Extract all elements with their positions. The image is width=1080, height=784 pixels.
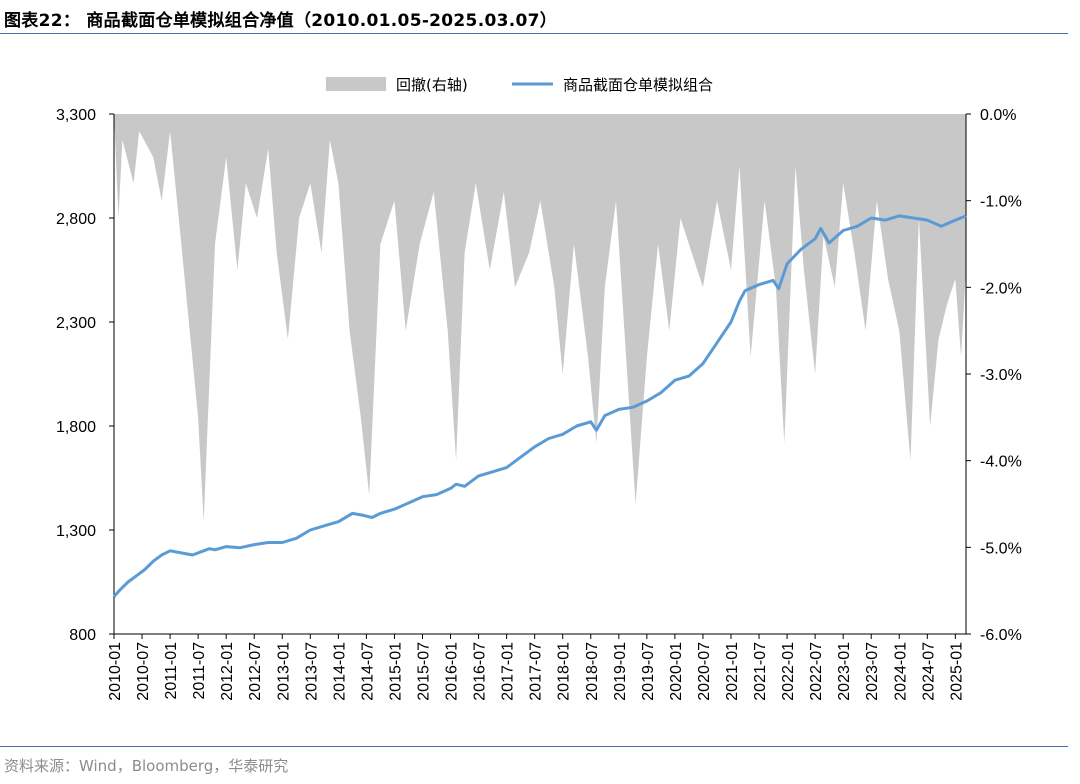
x-axis-tick-label: 2010-01 — [107, 642, 124, 701]
x-axis-tick-label: 2014-01 — [331, 642, 348, 701]
x-axis-tick-label: 2017-07 — [528, 642, 545, 701]
x-axis-tick-label: 2020-07 — [696, 642, 713, 701]
chart-title: 图表22： 商品截面仓单模拟组合净值（2010.01.05-2025.03.07… — [4, 11, 558, 31]
title-divider — [0, 33, 1068, 34]
x-axis-tick-label: 2023-01 — [836, 642, 853, 701]
left-axis-tick-label: 800 — [69, 627, 96, 644]
x-axis-tick-label: 2014-07 — [359, 642, 376, 701]
x-axis-tick-label: 2022-07 — [808, 642, 825, 701]
x-axis-tick-label: 2019-07 — [640, 642, 657, 701]
x-axis-tick-label: 2012-01 — [219, 642, 236, 701]
x-axis-tick-label: 2021-01 — [724, 642, 741, 701]
left-axis-tick-label: 1,800 — [56, 419, 96, 436]
x-axis-tick-label: 2021-07 — [752, 642, 769, 701]
left-axis-tick-label: 2,300 — [56, 315, 96, 332]
x-axis-tick-label: 2013-01 — [275, 642, 292, 701]
right-axis-tick-label: 0.0% — [980, 107, 1016, 124]
right-axis-tick-label: -6.0% — [980, 627, 1022, 644]
axes-layer: 800 1,300 1,800 2,300 2,800 3,300 -6.0% -5.0% -4… — [56, 107, 1022, 701]
right-axis-tick-label: -1.0% — [980, 194, 1022, 211]
left-axis-tick-label: 3,300 — [56, 107, 96, 124]
x-axis-tick-label: 2015-07 — [415, 642, 432, 701]
right-axis-tick-label: -3.0% — [980, 367, 1022, 384]
drawdown-area — [114, 114, 966, 522]
x-axis-tick-label: 2022-01 — [780, 642, 797, 701]
x-axis-tick-label: 2011-01 — [163, 642, 180, 700]
source-divider — [0, 746, 1068, 747]
x-axis-tick-label: 2015-01 — [387, 642, 404, 701]
drawdown-area-layer — [114, 114, 966, 522]
x-axis-tick-label: 2018-07 — [584, 642, 601, 701]
legend-portfolio-label: 商品截面仓单模拟组合 — [563, 76, 713, 94]
legend-drawdown-label: 回撤(右轴) — [396, 76, 468, 94]
x-axis-tick-label: 2025-01 — [948, 642, 965, 701]
right-axis-tick-label: -2.0% — [980, 280, 1022, 297]
x-axis-tick-label: 2012-07 — [247, 642, 264, 701]
portfolio-line — [112, 214, 967, 598]
x-axis-tick-label: 2024-01 — [892, 642, 909, 701]
x-axis-tick-label: 2010-07 — [135, 642, 152, 701]
left-axis-tick-label: 2,800 — [56, 211, 96, 228]
right-axis-tick-label: -5.0% — [980, 540, 1022, 557]
x-axis-tick-label: 2018-01 — [556, 642, 573, 701]
legend-drawdown-swatch — [326, 77, 386, 91]
x-axis-tick-label: 2023-07 — [864, 642, 881, 701]
left-axis-tick-label: 1,300 — [56, 523, 96, 540]
x-axis-tick-label: 2011-07 — [191, 642, 208, 700]
legend: 回撤(右轴) 商品截面仓单模拟组合 — [326, 76, 713, 94]
x-axis-tick-label: 2017-01 — [500, 642, 517, 701]
source-note: 资料来源：Wind，Bloomberg，华泰研究 — [4, 757, 289, 775]
x-axis-tick-label: 2013-07 — [303, 642, 320, 701]
x-axis-tick-label: 2019-01 — [612, 642, 629, 701]
x-axis-tick-label: 2020-01 — [668, 642, 685, 701]
x-axis-tick-label: 2024-07 — [920, 642, 937, 701]
x-axis-tick-label: 2016-01 — [444, 642, 461, 701]
x-axis-tick-label: 2016-07 — [472, 642, 489, 701]
portfolio-line-layer — [112, 214, 967, 598]
right-axis-tick-label: -4.0% — [980, 454, 1022, 471]
